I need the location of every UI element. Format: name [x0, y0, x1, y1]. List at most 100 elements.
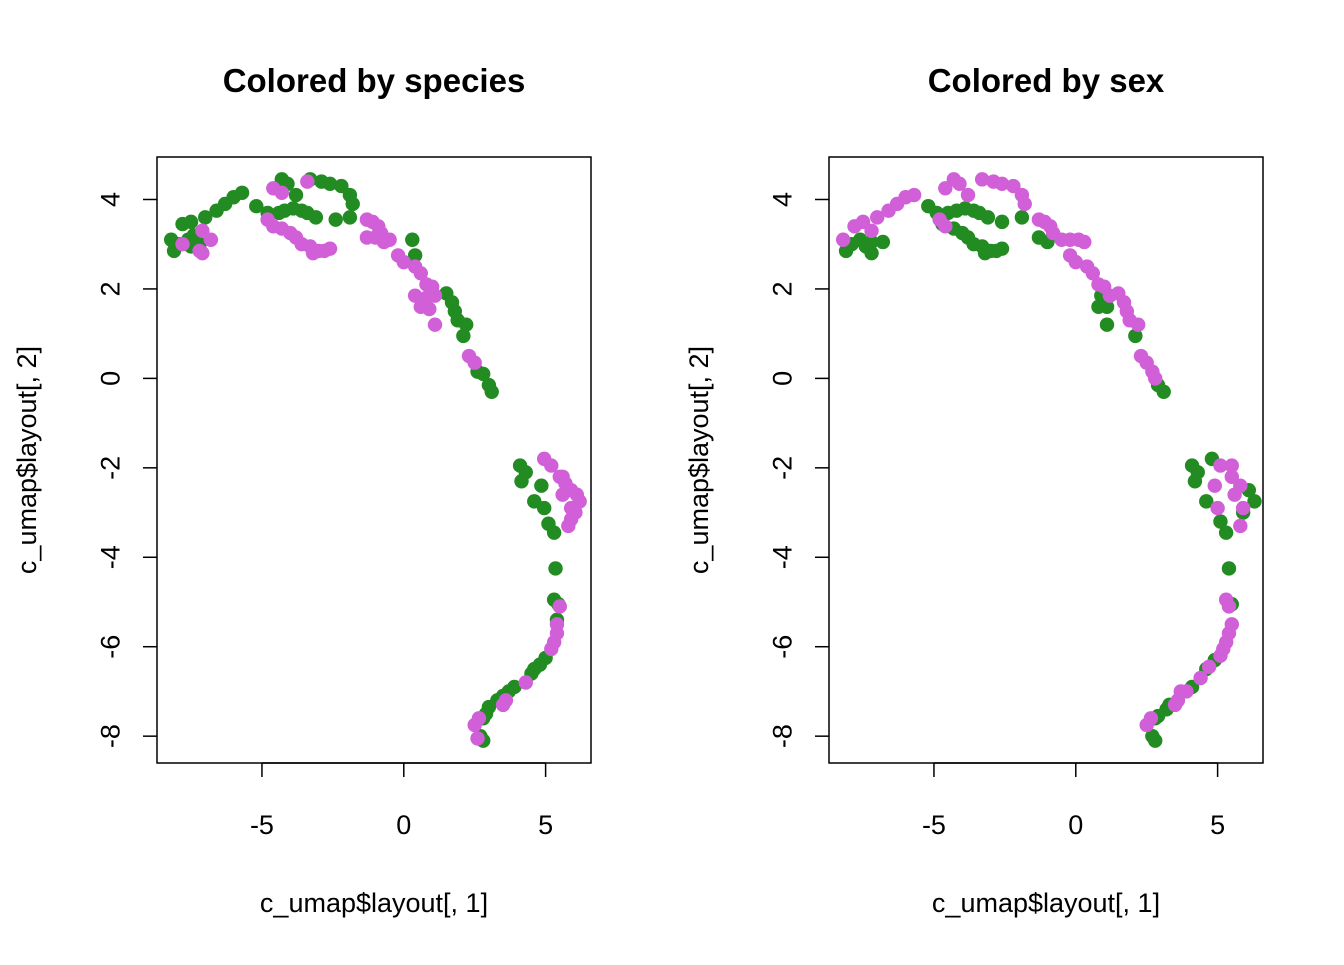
data-point	[561, 518, 576, 534]
data-point	[422, 301, 437, 317]
chart-title: Colored by sex	[928, 62, 1165, 99]
x-tick-label: -5	[250, 810, 274, 840]
data-point	[1091, 299, 1106, 315]
data-point	[1213, 648, 1228, 663]
data-point	[396, 254, 411, 270]
data-point	[495, 697, 511, 713]
y-axis-label: c_umap$layout[, 2]	[12, 346, 42, 574]
data-point	[534, 478, 549, 493]
data-point	[407, 248, 423, 263]
data-point	[203, 232, 219, 247]
data-point	[467, 355, 482, 370]
y-tick-label: -4	[95, 545, 125, 569]
data-point	[980, 210, 996, 225]
y-tick-label: -2	[95, 456, 125, 480]
x-tick-label: 5	[538, 810, 553, 840]
data-point	[906, 187, 922, 203]
data-point	[1218, 525, 1234, 540]
x-tick-label: 0	[396, 810, 411, 840]
data-point	[1148, 371, 1163, 386]
y-tick-label: -2	[767, 456, 797, 480]
data-point	[1224, 469, 1239, 484]
data-point	[552, 599, 567, 614]
data-point	[555, 487, 570, 502]
data-point	[1006, 178, 1021, 194]
x-axis: -5 0 5	[250, 762, 553, 840]
data-point	[870, 210, 885, 225]
data-point	[300, 174, 315, 189]
data-point	[1193, 670, 1208, 686]
data-point	[1014, 210, 1030, 225]
data-point	[544, 458, 559, 473]
y-tick-label: 4	[767, 192, 797, 207]
data-point	[855, 214, 871, 230]
data-point	[427, 317, 443, 332]
data-point	[1233, 518, 1248, 534]
data-point	[835, 232, 851, 247]
x-axis-label: c_umap$layout[, 1]	[932, 888, 1160, 918]
data-point	[549, 617, 565, 632]
data-point	[1143, 711, 1159, 726]
data-point	[195, 245, 210, 261]
y-tick-label: -4	[767, 545, 797, 569]
chart-title: Colored by species	[223, 62, 526, 99]
points	[163, 172, 587, 748]
y-tick-label: 0	[95, 371, 125, 386]
data-point	[249, 198, 264, 214]
data-point	[1130, 317, 1146, 332]
data-point	[405, 232, 420, 247]
data-point	[1233, 478, 1248, 493]
data-point	[518, 675, 533, 690]
x-tick-label: 5	[1210, 810, 1225, 840]
data-point	[234, 185, 250, 200]
x-tick-label: 0	[1068, 810, 1083, 840]
data-point	[1128, 328, 1143, 344]
data-point	[994, 214, 1010, 230]
y-tick-label: -8	[767, 724, 797, 748]
data-point	[960, 187, 976, 203]
y-axis: -8 -6 -4 -2 0 2 4	[767, 192, 829, 748]
data-point	[994, 241, 1010, 256]
data-point	[938, 181, 953, 196]
data-point	[413, 266, 429, 281]
data-point	[1221, 599, 1237, 614]
y-tick-label: -8	[95, 724, 125, 748]
data-point	[1210, 500, 1225, 516]
data-point	[1099, 317, 1115, 332]
data-point	[1247, 494, 1262, 509]
data-point	[382, 232, 397, 247]
data-point	[875, 234, 891, 250]
data-point	[536, 500, 552, 516]
data-point	[183, 214, 199, 230]
data-point	[1167, 697, 1183, 713]
x-axis: -5 0 5	[922, 762, 1225, 840]
data-point	[471, 711, 487, 726]
data-point	[864, 234, 879, 250]
data-point	[458, 317, 474, 332]
y-tick-label: -6	[95, 635, 125, 659]
data-point	[195, 223, 210, 238]
points	[835, 172, 1262, 748]
panel-sex: Colored by sex c_umap$layout[, 1] c_umap…	[684, 62, 1264, 918]
panel-species: Colored by species c_umap$layout[, 1] c_…	[12, 62, 592, 918]
data-point	[322, 176, 338, 192]
data-point	[1207, 478, 1222, 493]
data-point	[864, 223, 879, 238]
data-point	[864, 245, 879, 261]
data-point	[1235, 500, 1251, 516]
x-tick-label: -5	[922, 810, 946, 840]
data-point	[470, 731, 485, 746]
data-point	[938, 219, 953, 234]
data-point	[1187, 474, 1203, 489]
data-point	[484, 384, 499, 399]
data-point	[974, 172, 990, 187]
y-tick-label: 2	[95, 281, 125, 296]
data-point	[328, 212, 343, 227]
data-point	[345, 196, 360, 212]
data-point	[359, 230, 375, 245]
data-point	[994, 176, 1010, 192]
data-point	[456, 328, 471, 344]
data-point	[548, 561, 563, 576]
data-point	[476, 366, 491, 382]
